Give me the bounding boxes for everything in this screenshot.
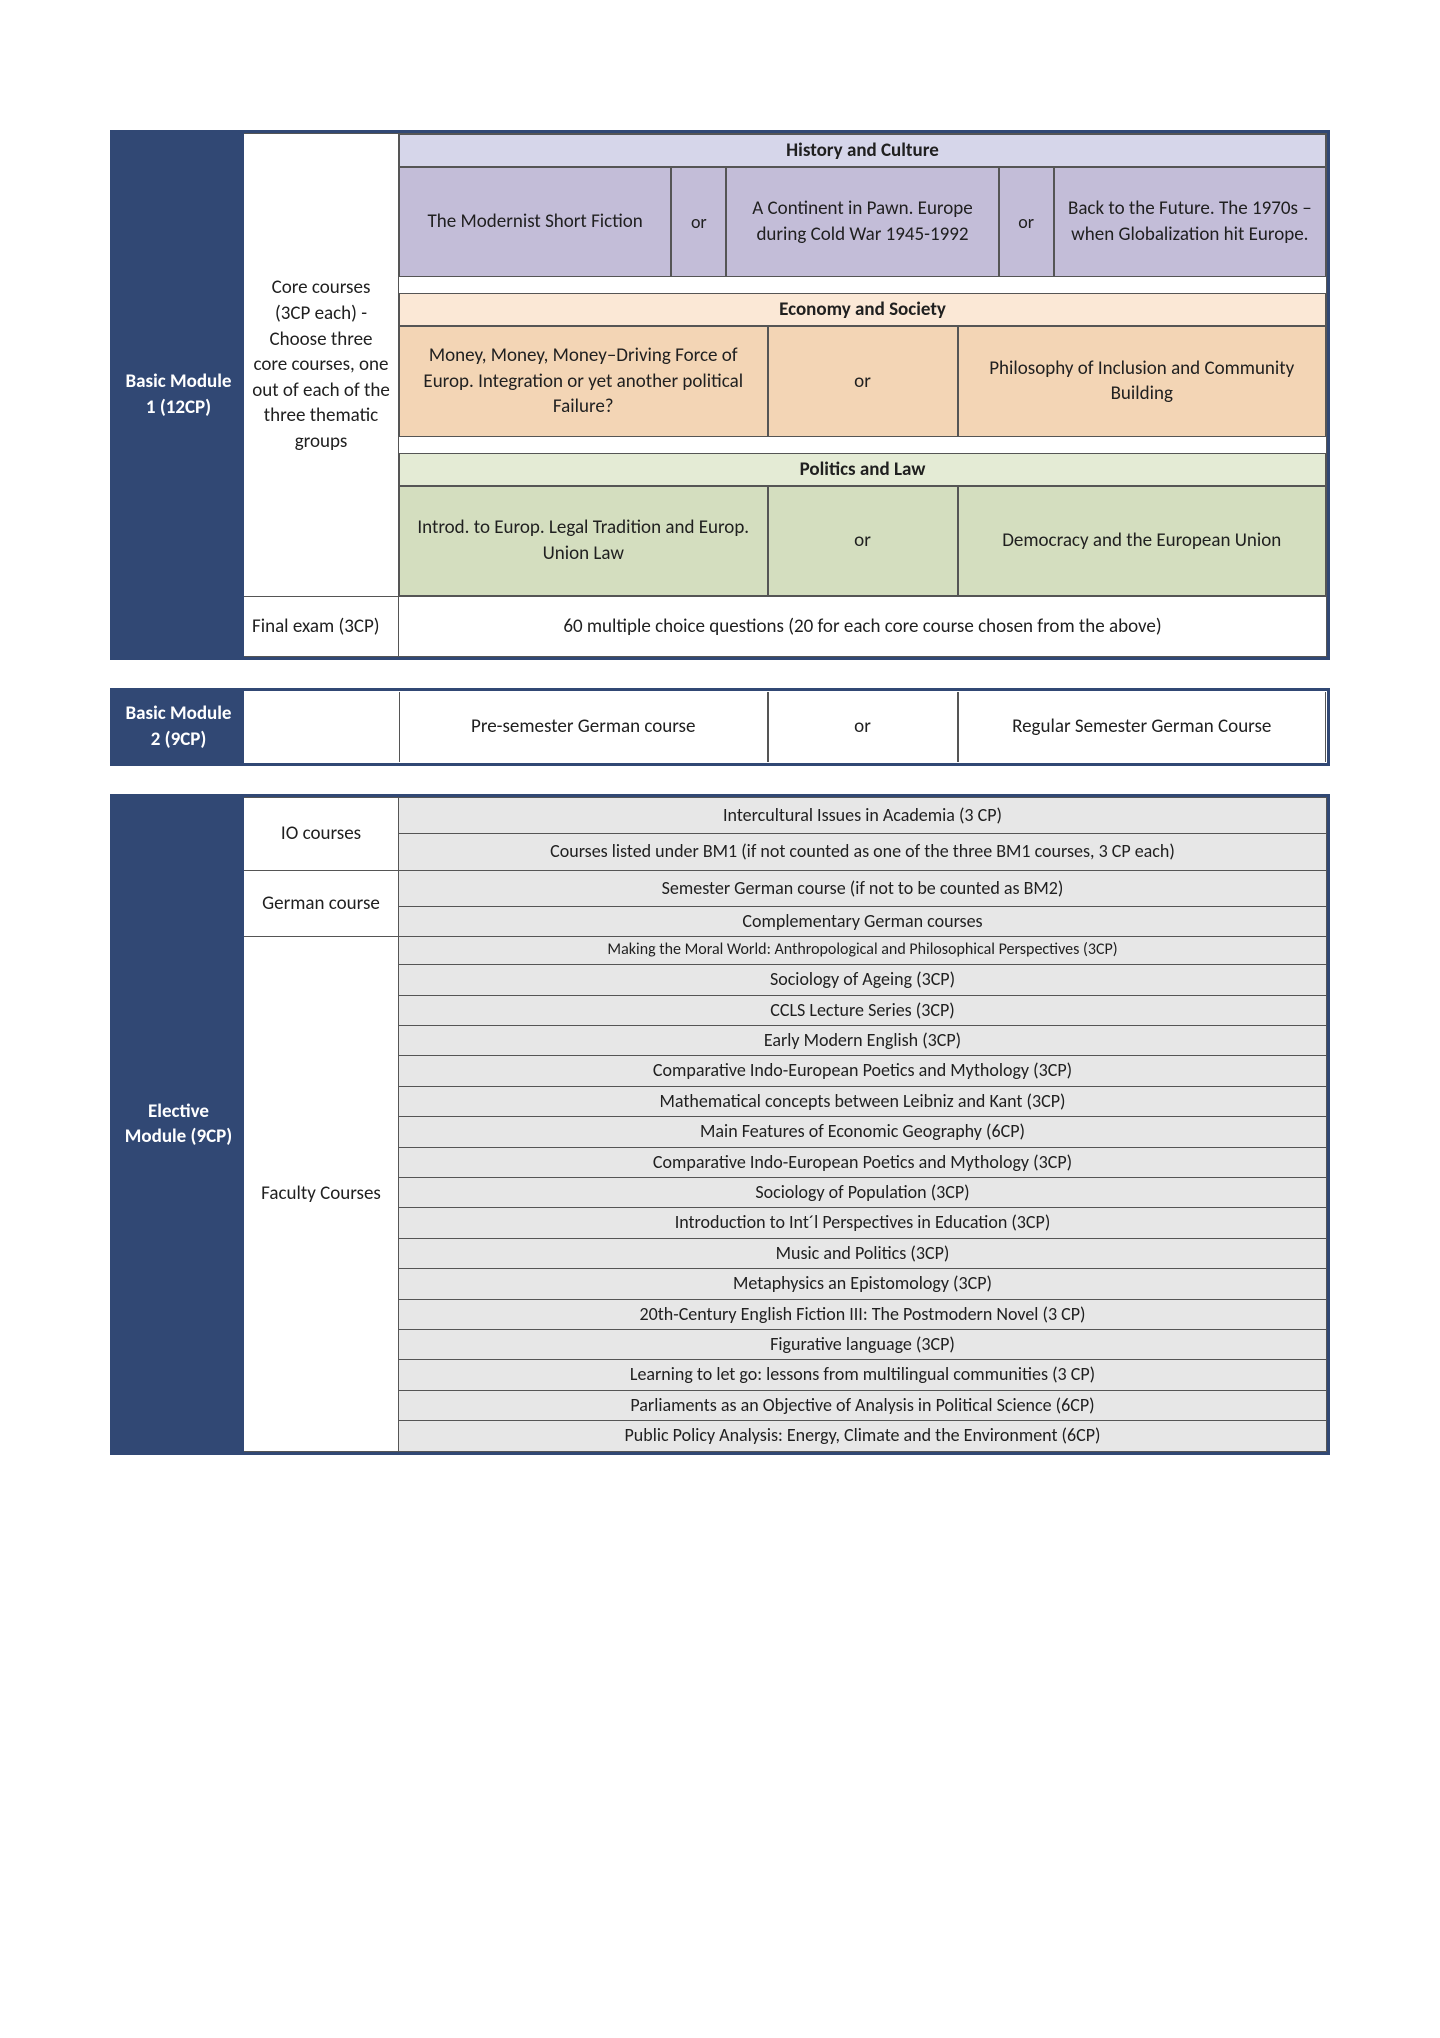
faculty-course: Comparative Indo-European Poetics and My… <box>399 1147 1327 1177</box>
or-label: or <box>999 167 1054 277</box>
bm1-title: Basic Module 1 (12CP) <box>126 370 232 419</box>
bm1-exam-text: 60 multiple choice questions (20 for eac… <box>399 596 1327 656</box>
bm1-core-label: Core courses (3CP each) - Choose three c… <box>244 134 399 597</box>
bm2-table: Basic Module 2 (9CP) Pre-semester German… <box>110 688 1330 766</box>
faculty-course: Sociology of Ageing (3CP) <box>399 965 1327 995</box>
bm1-exam-label: Final exam (3CP) <box>244 596 399 656</box>
elective-german-row2: Complementary German courses <box>399 907 1327 937</box>
or-label: or <box>671 167 726 277</box>
faculty-course: Introduction to Int´l Perspectives in Ed… <box>399 1208 1327 1238</box>
bm2-title: Basic Module 2 (9CP) <box>126 702 232 751</box>
elective-title: Elective Module (9CP) <box>125 1100 232 1149</box>
faculty-course: Making the Moral World: Anthropological … <box>399 937 1327 965</box>
faculty-course: CCLS Lecture Series (3CP) <box>399 995 1327 1025</box>
or-label: or <box>768 486 958 596</box>
bm2-blank <box>244 691 399 762</box>
elective-title-cell: Elective Module (9CP) <box>114 797 244 1451</box>
bm1-history-block: History and Culture The Modernist Short … <box>399 134 1326 277</box>
faculty-course: 20th-Century English Fiction III: The Po… <box>399 1299 1327 1329</box>
bm2-opt2: Regular Semester German Course <box>958 692 1327 762</box>
faculty-course: Public Policy Analysis: Energy, Climate … <box>399 1421 1327 1451</box>
bm1-economy-opt1: Money, Money, Money–Driving Force of Eur… <box>399 326 768 437</box>
faculty-course: Main Features of Economic Geography (6CP… <box>399 1117 1327 1147</box>
faculty-course: Metaphysics an Epistomology (3CP) <box>399 1269 1327 1299</box>
faculty-course: Learning to let go: lessons from multili… <box>399 1360 1327 1390</box>
faculty-course: Music and Politics (3CP) <box>399 1238 1327 1268</box>
bm1-table: Basic Module 1 (12CP) Core courses (3CP … <box>110 130 1330 660</box>
elective-faculty-label: Faculty Courses <box>244 937 399 1451</box>
or-label: or <box>768 326 958 437</box>
elective-table: Elective Module (9CP) IO courses Intercu… <box>110 794 1330 1455</box>
bm1-politics-opt1: Introd. to Europ. Legal Tradition and Eu… <box>399 486 768 596</box>
bm1-politics-header: Politics and Law <box>399 453 1326 486</box>
bm1-politics-opt2: Democracy and the European Union <box>958 486 1327 596</box>
bm1-economy-header: Economy and Society <box>399 293 1326 326</box>
faculty-course: Sociology of Population (3CP) <box>399 1178 1327 1208</box>
bm1-economy-block: Economy and Society Money, Money, Money–… <box>399 293 1326 437</box>
bm1-economy-opt2: Philosophy of Inclusion and Community Bu… <box>958 326 1327 437</box>
faculty-course: Comparative Indo-European Poetics and My… <box>399 1056 1327 1086</box>
elective-german-row1: Semester German course (if not to be cou… <box>399 870 1327 906</box>
bm1-history-header: History and Culture <box>399 134 1326 167</box>
page: Basic Module 1 (12CP) Core courses (3CP … <box>0 0 1440 1515</box>
or-label: or <box>768 692 958 762</box>
elective-io-row1: Intercultural Issues in Academia (3 CP) <box>399 797 1327 833</box>
bm1-history-opt1: The Modernist Short Fiction <box>399 167 671 277</box>
elective-io-row2: Courses listed under BM1 (if not counted… <box>399 834 1327 870</box>
bm2-opt1: Pre-semester German course <box>399 692 768 762</box>
elective-german-label: German course <box>244 870 399 937</box>
faculty-course: Parliaments as an Objective of Analysis … <box>399 1390 1327 1420</box>
bm1-thematic-wrap: History and Culture The Modernist Short … <box>399 134 1327 597</box>
bm1-title-cell: Basic Module 1 (12CP) <box>114 134 244 657</box>
faculty-course: Mathematical concepts between Leibniz an… <box>399 1086 1327 1116</box>
bm1-politics-block: Politics and Law Introd. to Europ. Legal… <box>399 453 1326 596</box>
elective-io-label: IO courses <box>244 797 399 870</box>
faculty-course: Figurative language (3CP) <box>399 1329 1327 1359</box>
bm1-history-opt3: Back to the Future. The 1970s – when Glo… <box>1054 167 1326 277</box>
bm1-history-opt2: A Continent in Pawn. Europe during Cold … <box>726 167 998 277</box>
faculty-course: Early Modern English (3CP) <box>399 1026 1327 1056</box>
bm2-title-cell: Basic Module 2 (9CP) <box>114 691 244 762</box>
